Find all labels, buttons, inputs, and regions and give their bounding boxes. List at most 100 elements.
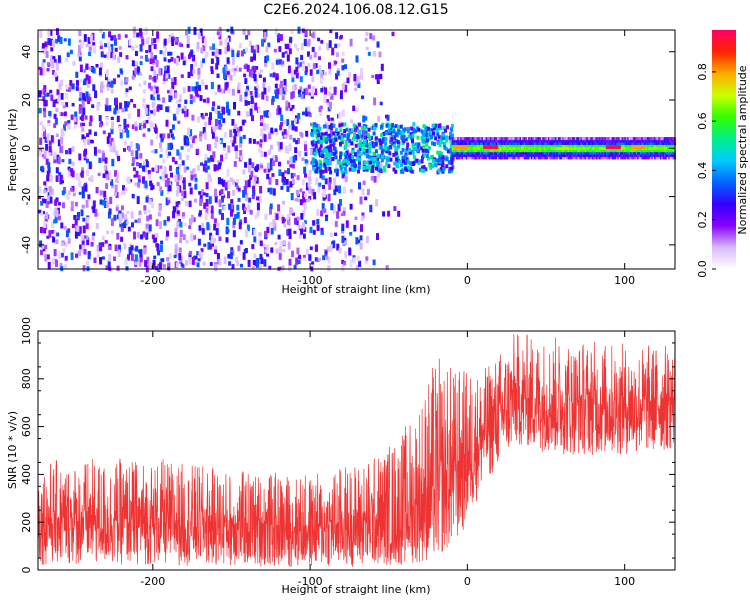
spectrogram-cell — [302, 111, 305, 116]
spectrogram-cell — [242, 29, 246, 35]
spectrogram-cell — [511, 142, 514, 145]
spectrogram-cell — [408, 147, 412, 152]
spectrogram-cell — [519, 149, 522, 153]
spectrogram-cell — [467, 149, 470, 153]
spectrogram-cell — [528, 144, 531, 148]
spectrogram-cell — [378, 51, 382, 58]
spectrogram-cell — [570, 149, 573, 153]
spectrogram-cell — [631, 149, 634, 153]
spectrogram-cell — [557, 146, 560, 150]
spectrogram-cell — [601, 137, 604, 141]
spectrogram-cell — [552, 151, 555, 155]
spectrogram-cell — [533, 146, 536, 150]
spectrogram-cell — [449, 144, 453, 148]
spectrogram-cell — [509, 137, 512, 141]
spectrogram-cell — [450, 160, 454, 165]
spectrogram-cell — [553, 144, 556, 148]
spectrogram-cell — [651, 156, 654, 160]
spectrogram-cell — [642, 149, 645, 153]
spectrogram-cell — [359, 242, 363, 250]
spectrogram-cell — [201, 115, 205, 120]
spectrogram-cell — [241, 119, 245, 126]
spectrogram-cell — [508, 156, 511, 160]
spectrogram-cell — [380, 158, 384, 163]
spectrogram-cell — [642, 137, 645, 141]
spectrogram-cell — [223, 132, 227, 138]
spectrogram-cell — [521, 146, 523, 150]
spectrogram-cell — [294, 43, 298, 48]
spectrogram-cell — [533, 151, 536, 155]
spectrogram-cell — [86, 216, 90, 224]
spectrogram-cell — [489, 154, 492, 157]
spectrogram-cell — [214, 245, 218, 250]
spectrogram-cell — [151, 185, 155, 190]
spectrogram-cell — [182, 234, 186, 240]
spectrogram-cell — [247, 101, 250, 106]
spectrogram-cell — [543, 146, 546, 150]
spectrogram-cell — [596, 142, 598, 145]
spectrogram-cell — [248, 40, 252, 47]
spectrogram-cell — [171, 78, 175, 85]
spectrogram-cell — [530, 154, 533, 157]
spectrogram-cell — [273, 223, 277, 231]
spectrogram-cell — [610, 156, 613, 160]
spectrogram-cell — [53, 155, 57, 164]
spectrogram-cell — [363, 139, 367, 144]
spectrogram-cell — [518, 154, 521, 157]
spectrogram-cell — [250, 45, 254, 53]
spectrogram-cell — [522, 154, 525, 157]
spectrogram-cell — [56, 89, 60, 96]
spectrogram-cell — [362, 166, 366, 170]
spectrogram-cell — [389, 157, 393, 162]
spectrogram-cell — [577, 146, 580, 150]
spectrogram-cell — [146, 215, 150, 222]
spectrogram-cell — [243, 217, 247, 224]
spectrogram-cell — [516, 154, 519, 157]
spectrogram-cell — [41, 65, 45, 72]
spectrogram-cell — [672, 154, 675, 157]
spectrogram-cell — [593, 137, 596, 141]
spectrogram-cell — [260, 150, 264, 158]
spectrogram-cell — [239, 143, 243, 148]
spectrogram-cell — [614, 149, 617, 153]
spectrogram-cell — [40, 211, 44, 216]
spectrogram-cell — [333, 177, 336, 186]
spectrogram-cell — [295, 257, 299, 265]
spectrogram-cell — [327, 265, 331, 272]
spectrogram-cell — [142, 165, 145, 172]
spectrogram-cell — [143, 205, 147, 211]
spectrogram-cell — [96, 213, 100, 217]
spectrogram-cell — [518, 144, 521, 148]
spectrogram-cell — [205, 208, 209, 215]
spectrogram-cell — [369, 204, 373, 213]
spectrogram-cell — [321, 203, 325, 211]
spectrogram-cell — [624, 146, 627, 150]
spectrogram-cell — [664, 137, 666, 141]
spectrogram-cell — [672, 139, 675, 143]
spectrogram-cell — [329, 129, 333, 137]
spectrogram-cell — [523, 139, 526, 143]
spectrogram-cell — [622, 142, 625, 145]
spectrogram-cell — [39, 147, 43, 153]
spectrogram-cell — [498, 156, 501, 160]
spectrogram-cell — [156, 36, 160, 43]
spectrogram-cell — [604, 139, 607, 143]
spectrogram-cell — [113, 256, 116, 262]
spectrogram-cell — [107, 245, 111, 250]
spectrogram-cell — [296, 216, 300, 221]
spectrogram-cell — [580, 137, 583, 141]
spectrogram-cell — [204, 84, 208, 90]
spectrogram-cell — [356, 255, 360, 262]
spectrogram-cell — [576, 146, 579, 150]
spectrogram-cell — [628, 156, 631, 160]
spectrogram-cell — [220, 154, 224, 162]
spectrogram-cell — [161, 258, 165, 263]
spectrogram-cell — [470, 151, 473, 155]
spectrogram-cell — [658, 149, 661, 153]
spectrogram-cell — [252, 49, 256, 55]
spectrogram-cell — [536, 144, 539, 148]
spectrogram-cell — [652, 154, 655, 157]
spectrogram-cell — [328, 101, 332, 110]
spectrogram-cell — [471, 149, 474, 153]
spectrogram-cell — [106, 51, 110, 60]
